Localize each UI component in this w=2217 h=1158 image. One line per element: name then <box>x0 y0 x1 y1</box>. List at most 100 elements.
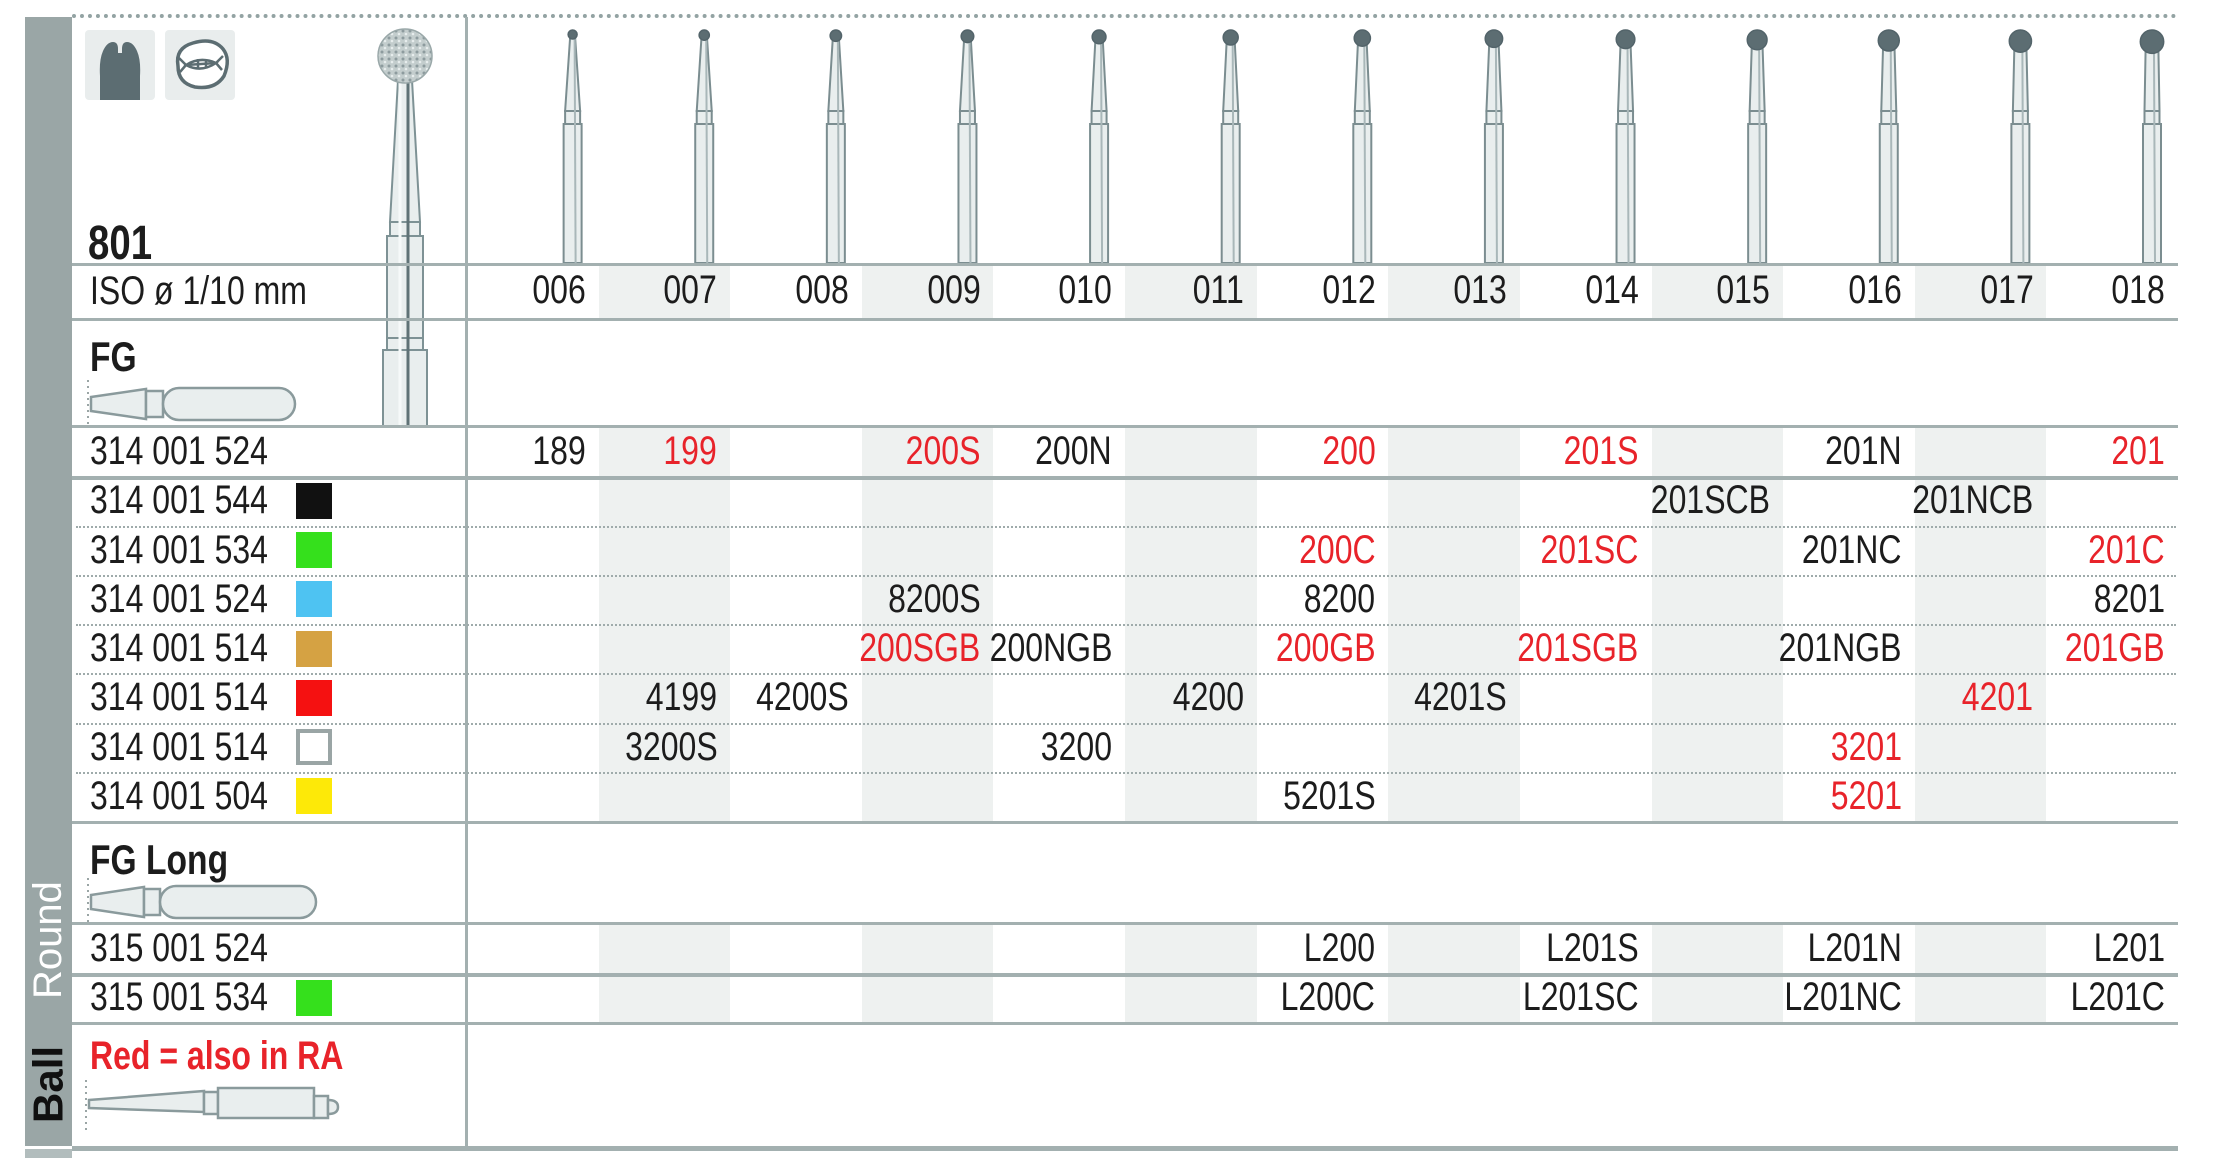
catalog-figure: 3200S <box>624 724 718 769</box>
table-row: 315 001 534 L200C L201SC L201NC L201C <box>72 973 2178 1022</box>
dotted-row-separator <box>76 624 2176 626</box>
grit-swatch-green <box>296 532 332 569</box>
catalog-figure: 199 <box>663 429 718 474</box>
mini-ball-bur <box>2008 29 2033 263</box>
mini-ball-bur <box>1352 29 1373 263</box>
page-top-dotted-border <box>72 14 2178 18</box>
rule-below-iso-row <box>72 318 2178 321</box>
order-code: 314 001 514 <box>90 675 268 720</box>
catalog-figure: 4200S <box>756 675 849 720</box>
mini-ball-bur <box>1483 29 1504 263</box>
iso-size-header-row: 006 007 008 009 010 011 012 013 014 015 016 017 018 <box>72 263 2178 318</box>
catalog-figure: L201 <box>2093 926 2165 970</box>
order-code: 314 001 524 <box>90 429 268 474</box>
rule-above-fglong-rows <box>72 922 2178 925</box>
solid-row-separator <box>72 476 2178 481</box>
column-stripe <box>1914 265 2047 318</box>
table-row: 314 001 534 200C 201SC 201NC 201C <box>72 526 2178 575</box>
catalog-figure: 200C <box>1298 527 1376 572</box>
table-row: 314 001 524 8200S 8200 8201 <box>72 575 2178 624</box>
mini-ball-bur <box>694 29 715 263</box>
catalog-figure: L200 <box>1304 926 1376 970</box>
order-code: 315 001 524 <box>90 926 268 970</box>
rule-above-fg-rows <box>72 425 2178 428</box>
section-label-fg-long: FG Long <box>90 836 229 883</box>
catalog-figure: 3201 <box>1830 724 1902 769</box>
grit-swatch-blue <box>296 581 332 618</box>
catalog-figure: L201N <box>1807 926 1902 970</box>
column-stripe <box>1388 265 1520 318</box>
iso-size-header: 011 <box>1192 268 1244 312</box>
grit-swatch-yellow <box>296 778 332 815</box>
order-code: 314 001 534 <box>90 527 268 572</box>
table-row: 314 001 524 189 199 200S 200N 200 201S 201N 201 <box>72 427 2178 476</box>
rule-below-header <box>72 263 2178 266</box>
catalog-figure: 4199 <box>646 675 718 720</box>
catalog-figure: 3200 <box>1040 724 1113 769</box>
table-row: 314 001 504 5201S 5201 <box>72 772 2178 821</box>
catalog-figure: 201NCB <box>1912 478 2034 523</box>
iso-size-header: 008 <box>795 268 849 312</box>
section-label-fg: FG <box>90 333 137 380</box>
mini-ball-bur <box>562 29 583 263</box>
catalog-figure: 4201S <box>1414 675 1507 720</box>
column-stripe <box>1125 265 1257 318</box>
order-code: 315 001 534 <box>90 975 268 1019</box>
side-index-bar-next <box>25 1149 72 1158</box>
catalog-figure: L201SC <box>1522 975 1639 1019</box>
dotted-row-separator <box>76 722 2176 725</box>
series-number: 801 <box>88 217 153 270</box>
table-row: 314 001 514 200SGB 200NGB 200GB 201SGB 201NGB… <box>72 624 2178 673</box>
catalog-figure: 201C <box>2088 527 2165 572</box>
iso-size-header: 016 <box>1848 268 1902 312</box>
table-row: 315 001 524 L200 L201S L201N L201 <box>72 924 2178 973</box>
mini-ball-bur <box>825 29 846 263</box>
catalog-figure: 4201 <box>1962 675 2034 720</box>
catalog-figure: L201NC <box>1784 975 1902 1019</box>
fg-long-bur-icon <box>87 878 318 926</box>
mini-ball-bur <box>1746 29 1768 263</box>
iso-size-header: 012 <box>1321 268 1376 312</box>
catalog-figure: L200C <box>1280 975 1376 1019</box>
rule-below-fglong-rows <box>72 1022 2178 1025</box>
iso-size-header: 015 <box>1716 268 1771 312</box>
column-stripe <box>598 265 731 318</box>
catalog-figure: 5201 <box>1830 773 1902 818</box>
mini-ball-bur <box>1220 29 1241 263</box>
tooth-occlusal-iconbox <box>165 30 235 100</box>
magnified-ball-bur <box>377 28 433 427</box>
catalog-figure: 4200 <box>1172 675 1244 720</box>
iso-diameter-label: ISO ø 1/10 mm <box>90 269 307 313</box>
iso-size-header: 017 <box>1979 268 2034 312</box>
sidebar-label-round: Round <box>26 881 70 999</box>
ra-bur-icon <box>85 1080 340 1132</box>
catalog-figure: 201NGB <box>1779 626 1902 671</box>
catalog-figure: 201S <box>1563 429 1639 474</box>
column-stripe <box>1651 265 1784 318</box>
catalog-figure: 200GB <box>1275 626 1376 671</box>
table-row: 314 001 544 201SCB 201NCB <box>72 476 2178 525</box>
column-stripe <box>861 265 994 318</box>
solid-row-separator <box>72 973 2178 977</box>
catalog-figure: 8200S <box>887 576 981 621</box>
mini-ball-bur <box>2139 29 2165 263</box>
grit-swatch-black <box>296 482 332 519</box>
grit-swatch-gold <box>296 630 332 667</box>
dotted-row-separator <box>76 673 2176 676</box>
catalog-figure: 8200 <box>1304 576 1376 621</box>
catalog-figure: L201C <box>2070 975 2165 1019</box>
catalog-figure: 201GB <box>2065 626 2165 671</box>
order-code: 314 001 524 <box>90 576 268 621</box>
iso-size-header: 014 <box>1585 268 1639 312</box>
sidebar-label-ball: Ball <box>24 1045 72 1123</box>
catalog-figure: 201N <box>1825 429 1902 474</box>
grit-swatch-red <box>296 679 332 716</box>
rule-below-fg-rows <box>72 821 2178 824</box>
iso-size-header: 018 <box>2111 268 2165 312</box>
grit-swatch-green <box>296 979 332 1016</box>
order-code: 314 001 514 <box>90 626 268 671</box>
mini-ball-bur <box>1615 29 1636 263</box>
catalog-figure: 189 <box>532 429 586 474</box>
catalog-figure: 200S <box>905 429 981 474</box>
